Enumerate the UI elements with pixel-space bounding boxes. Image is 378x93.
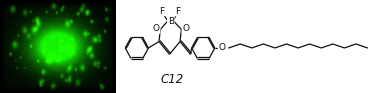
Text: B: B <box>168 17 174 26</box>
Text: O: O <box>218 43 225 52</box>
Text: O: O <box>182 24 189 33</box>
Text: C12: C12 <box>160 73 184 86</box>
Text: O: O <box>153 24 160 33</box>
Text: F: F <box>160 7 164 16</box>
Text: F: F <box>175 7 180 16</box>
